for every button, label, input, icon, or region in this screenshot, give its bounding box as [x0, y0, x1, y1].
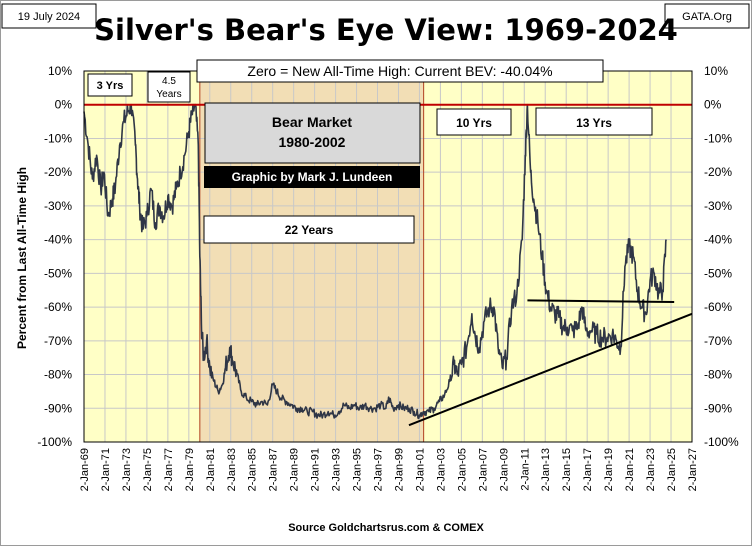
x-tick-label: 2-Jan-27	[687, 448, 699, 491]
y-tick-label-left: -70%	[44, 334, 72, 348]
bear-market-box	[204, 102, 421, 164]
date-box	[1, 3, 97, 29]
x-tick-label: 2-Jan-81	[205, 448, 217, 491]
annotation-4-5yrs-line2: Years	[156, 89, 181, 100]
years22-label: 22 Years	[285, 223, 334, 237]
y-tick-label-right: 0%	[704, 98, 722, 112]
y-tick-label-left: -10%	[44, 131, 72, 145]
date-label: 19 July 2024	[18, 11, 80, 23]
credit-box	[204, 166, 420, 188]
banner-box	[196, 59, 604, 83]
x-axis: 2-Jan-69 2-Jan-71 2-Jan-73 2-Jan-75 2-Jan-77…	[79, 448, 699, 491]
y-tick-label-right: -10%	[704, 131, 732, 145]
x-tick-label: 2-Jan-85	[247, 448, 259, 491]
x-tick-label: 2-Jan-91	[310, 448, 322, 491]
y-tick-label-right: -80%	[704, 368, 732, 382]
annotation-10yrs: 10 Yrs	[456, 116, 492, 130]
annotation-3yrs-box	[87, 73, 133, 97]
annotation-4-5yrs-line1: 4.5	[162, 76, 176, 87]
years22-box	[203, 215, 415, 244]
x-tick-label: 2-Jan-93	[331, 448, 343, 491]
x-tick-label: 2-Jan-83	[226, 448, 238, 491]
x-tick-label: 2-Jan-69	[79, 448, 91, 491]
y-tick-label-left: -60%	[44, 300, 72, 314]
x-tick-label: 2-Jan-79	[184, 448, 196, 491]
y-axis-right: 10% 0% -10% -20% -30% -40% -50% -60% -70% -80% -90…	[704, 64, 739, 449]
x-tick-label: 2-Jan-89	[289, 448, 301, 491]
x-tick-label: 2-Jan-05	[456, 448, 468, 491]
x-tick-label: 2-Jan-71	[100, 448, 112, 491]
x-tick-label: 2-Jan-73	[121, 448, 133, 491]
trendline-resistance	[527, 299, 675, 304]
y-tick-label-right: -20%	[704, 165, 732, 179]
x-tick-label: 2-Jan-17	[582, 448, 594, 491]
x-tick-label: 2-Jan-09	[498, 448, 510, 491]
y-tick-label-left: 0%	[55, 98, 73, 112]
bear-market-label-line1: Bear Market	[272, 114, 352, 130]
y-tick-label-right: -30%	[704, 199, 732, 213]
x-tick-label: 2-Jan-11	[519, 448, 531, 491]
brand-box	[664, 3, 750, 29]
x-tick-label: 2-Jan-13	[540, 448, 552, 491]
y-tick-label-left: -40%	[44, 233, 72, 247]
y-tick-label-right: -40%	[704, 233, 732, 247]
y-tick-label-left: -30%	[44, 199, 72, 213]
x-tick-label: 2-Jan-77	[163, 448, 175, 491]
y-tick-label-right: -60%	[704, 300, 732, 314]
brand-label: GATA.Org	[682, 11, 732, 23]
annotation-13yrs: 13 Yrs	[576, 116, 612, 130]
y-tick-label-right: -90%	[704, 401, 732, 415]
x-tick-label: 2-Jan-21	[624, 448, 636, 491]
x-tick-label: 2-Jan-23	[645, 448, 657, 491]
x-tick-label: 2-Jan-01	[414, 448, 426, 491]
y-tick-label-right: 10%	[704, 64, 728, 78]
y-tick-label-right: -70%	[704, 334, 732, 348]
chart-title: Silver's Bear's Eye View: 1969-2024	[94, 13, 678, 47]
y-tick-label-left: -90%	[44, 401, 72, 415]
trendlines	[408, 299, 693, 427]
y-tick-label-left: -20%	[44, 165, 72, 179]
x-tick-label: 2-Jan-19	[603, 448, 615, 491]
x-tick-label: 2-Jan-75	[142, 448, 154, 491]
source-note: Source Goldchartsrus.com & COMEX	[288, 522, 484, 534]
y-tick-label-left: -100%	[37, 435, 72, 449]
series-line-silver-bev	[83, 103, 668, 420]
x-tick-label: 2-Jan-07	[477, 448, 489, 491]
banner-text: Zero = New All-Time High: Current BEV: -…	[247, 63, 552, 79]
bear-market-label-line2: 1980-2002	[279, 134, 346, 150]
annotation-3yrs: 3 Yrs	[97, 80, 124, 92]
annotation-4-5yrs-box	[147, 71, 191, 103]
y-tick-label-left: -80%	[44, 368, 72, 382]
x-tick-label: 2-Jan-03	[435, 448, 447, 491]
y-axis-left: 10% 0% -10% -20% -30% -40% -50% -60% -70% -80% -90…	[37, 64, 72, 449]
y-tick-label-left: 10%	[48, 64, 72, 78]
x-tick-label: 2-Jan-97	[373, 448, 385, 491]
y-tick-label-right: -100%	[704, 435, 739, 449]
y-axis-label: Percent from Last All-Time High	[15, 167, 29, 349]
trendline-support	[408, 312, 693, 427]
x-tick-label: 2-Jan-95	[352, 448, 364, 491]
annotation-13yrs-box	[535, 107, 653, 136]
credit-text: Graphic by Mark J. Lundeen	[232, 170, 393, 184]
annotation-10yrs-box	[436, 108, 512, 136]
y-tick-label-right: -50%	[704, 266, 732, 280]
x-tick-label: 2-Jan-87	[268, 448, 280, 491]
y-tick-label-left: -50%	[44, 266, 72, 280]
x-tick-label: 2-Jan-15	[561, 448, 573, 491]
x-tick-label: 2-Jan-25	[666, 448, 678, 491]
x-tick-label: 2-Jan-99	[394, 448, 406, 491]
